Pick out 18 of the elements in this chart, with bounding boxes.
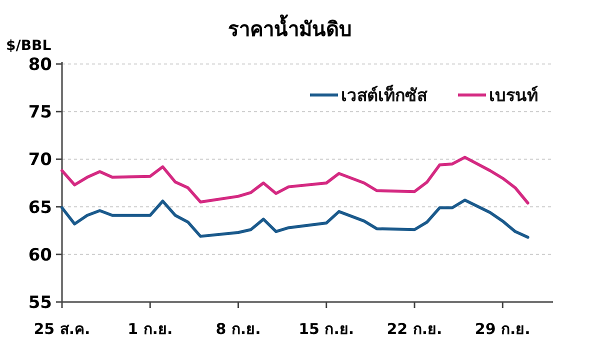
x-tick-label: 15 ก.ย. xyxy=(298,320,354,338)
x-tick-label: 1 ก.ย. xyxy=(128,320,173,338)
y-tick-label: 75 xyxy=(28,102,52,123)
y-tick-label: 60 xyxy=(28,245,52,266)
y-tick-label: 65 xyxy=(28,198,52,218)
y-tick-label: 55 xyxy=(28,292,52,313)
y-axis-title: $/BBL xyxy=(6,38,52,54)
x-tick-label: 8 ก.ย. xyxy=(216,320,261,338)
legend-label: เบรนท์ xyxy=(489,85,538,106)
x-tick-label: 29 ก.ย. xyxy=(474,320,530,338)
x-tick-label: 25 ส.ค. xyxy=(34,320,90,338)
x-tick-label: 22 ก.ย. xyxy=(386,320,442,338)
y-tick-label: 70 xyxy=(28,150,52,170)
line-series xyxy=(60,156,530,204)
y-tick-label: 80 xyxy=(28,54,52,75)
legend-label: เวสต์เท็กซัส xyxy=(341,83,428,106)
line-series xyxy=(60,198,530,239)
chart-title: ราคาน้ำมันดิบ xyxy=(228,14,352,41)
